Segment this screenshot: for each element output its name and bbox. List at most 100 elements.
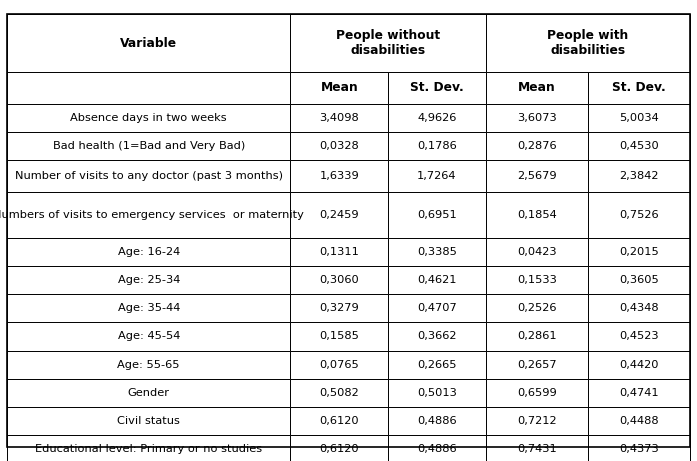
Bar <box>388 132 486 160</box>
Bar <box>388 72 486 104</box>
Bar <box>486 435 588 461</box>
Text: 5,0034: 5,0034 <box>619 112 659 123</box>
Text: Educational level: Primary or no studies: Educational level: Primary or no studies <box>35 444 262 454</box>
Text: 0,1786: 0,1786 <box>417 141 457 151</box>
Text: 0,2657: 0,2657 <box>517 360 557 370</box>
Text: 0,7212: 0,7212 <box>517 416 557 426</box>
Bar <box>7 435 291 461</box>
Bar <box>291 350 388 378</box>
Bar <box>486 192 588 238</box>
Text: People with
disabilities: People with disabilities <box>547 29 629 57</box>
Bar <box>7 407 291 435</box>
Text: Variable: Variable <box>120 36 177 50</box>
Bar <box>291 266 388 294</box>
Text: Civil status: Civil status <box>117 416 180 426</box>
Text: Age: 35-44: Age: 35-44 <box>118 303 180 313</box>
Bar <box>486 407 588 435</box>
Text: 0,6599: 0,6599 <box>517 388 557 398</box>
Bar <box>588 378 690 407</box>
Bar <box>7 378 291 407</box>
Bar <box>291 132 388 160</box>
Text: 0,4348: 0,4348 <box>620 303 659 313</box>
Text: 0,0328: 0,0328 <box>319 141 359 151</box>
Text: 0,2876: 0,2876 <box>517 141 557 151</box>
Text: Age: 16-24: Age: 16-24 <box>118 247 180 257</box>
Bar <box>588 294 690 322</box>
Bar <box>388 104 486 132</box>
Text: Numbers of visits to emergency services  or maternity: Numbers of visits to emergency services … <box>0 210 304 220</box>
Bar <box>486 238 588 266</box>
Bar <box>486 266 588 294</box>
Bar <box>388 160 486 192</box>
Bar <box>7 238 291 266</box>
Bar <box>486 294 588 322</box>
Text: Mean: Mean <box>518 82 556 95</box>
Text: 0,4523: 0,4523 <box>620 331 659 342</box>
Text: 0,2665: 0,2665 <box>418 360 457 370</box>
Text: 1,7264: 1,7264 <box>418 171 457 181</box>
Bar <box>7 72 291 104</box>
Text: 0,4621: 0,4621 <box>418 275 457 285</box>
Bar <box>291 378 388 407</box>
Bar <box>291 14 486 72</box>
Text: 0,5013: 0,5013 <box>417 388 457 398</box>
Text: 0,3662: 0,3662 <box>418 331 457 342</box>
Bar <box>588 350 690 378</box>
Text: 0,2526: 0,2526 <box>517 303 557 313</box>
Text: 0,4741: 0,4741 <box>620 388 659 398</box>
Text: 0,0423: 0,0423 <box>517 247 557 257</box>
Bar <box>7 14 291 72</box>
Bar <box>486 350 588 378</box>
Text: 0,6120: 0,6120 <box>319 416 359 426</box>
Bar <box>388 266 486 294</box>
Text: 0,3605: 0,3605 <box>619 275 659 285</box>
Bar <box>588 407 690 435</box>
Text: Age: 55-65: Age: 55-65 <box>118 360 180 370</box>
Bar <box>388 407 486 435</box>
Bar <box>291 72 388 104</box>
Bar <box>7 350 291 378</box>
Text: 0,4530: 0,4530 <box>619 141 659 151</box>
Text: 0,2861: 0,2861 <box>517 331 557 342</box>
Text: 3,6073: 3,6073 <box>517 112 557 123</box>
Text: St. Dev.: St. Dev. <box>612 82 666 95</box>
Bar <box>7 322 291 350</box>
Bar <box>388 294 486 322</box>
Bar <box>291 104 388 132</box>
Text: 3,4098: 3,4098 <box>319 112 359 123</box>
Bar <box>291 160 388 192</box>
Bar <box>7 132 291 160</box>
Text: Bad health (1=Bad and Very Bad): Bad health (1=Bad and Very Bad) <box>52 141 245 151</box>
Bar <box>388 435 486 461</box>
Bar <box>291 322 388 350</box>
Text: 0,4420: 0,4420 <box>620 360 659 370</box>
Text: 0,6120: 0,6120 <box>319 444 359 454</box>
Bar <box>588 132 690 160</box>
Bar <box>588 238 690 266</box>
Text: 0,1854: 0,1854 <box>517 210 557 220</box>
Bar <box>388 238 486 266</box>
Bar <box>291 238 388 266</box>
Text: Number of visits to any doctor (past 3 months): Number of visits to any doctor (past 3 m… <box>15 171 283 181</box>
Bar <box>291 435 388 461</box>
Text: 0,7526: 0,7526 <box>620 210 659 220</box>
Text: 4,9626: 4,9626 <box>418 112 457 123</box>
Text: 0,2459: 0,2459 <box>319 210 359 220</box>
Text: 0,4373: 0,4373 <box>619 444 659 454</box>
Bar <box>486 322 588 350</box>
Text: Mean: Mean <box>321 82 358 95</box>
Text: 0,4886: 0,4886 <box>417 416 457 426</box>
Text: 2,3842: 2,3842 <box>620 171 659 181</box>
Text: 0,1311: 0,1311 <box>319 247 359 257</box>
Text: People without
disabilities: People without disabilities <box>336 29 441 57</box>
Text: 0,4886: 0,4886 <box>417 444 457 454</box>
Text: 2,5679: 2,5679 <box>517 171 557 181</box>
Bar <box>291 192 388 238</box>
Bar <box>588 104 690 132</box>
Bar <box>588 160 690 192</box>
Text: 0,3385: 0,3385 <box>417 247 457 257</box>
Text: Age: 25-34: Age: 25-34 <box>118 275 180 285</box>
Text: Age: 45-54: Age: 45-54 <box>118 331 180 342</box>
Bar <box>388 192 486 238</box>
Bar <box>588 266 690 294</box>
